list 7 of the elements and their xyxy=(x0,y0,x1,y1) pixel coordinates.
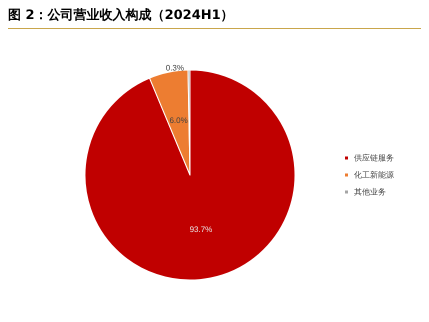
data-label: 6.0% xyxy=(169,116,188,126)
legend-label: 供应链服务 xyxy=(354,154,394,162)
data-label: 0.3% xyxy=(166,64,184,73)
legend-label: 其他业务 xyxy=(354,188,386,196)
chart-title: 图 2：公司营业收入构成（2024H1） xyxy=(8,6,421,29)
data-label: 93.7% xyxy=(190,224,212,234)
legend-label: 化工新能源 xyxy=(354,170,394,180)
